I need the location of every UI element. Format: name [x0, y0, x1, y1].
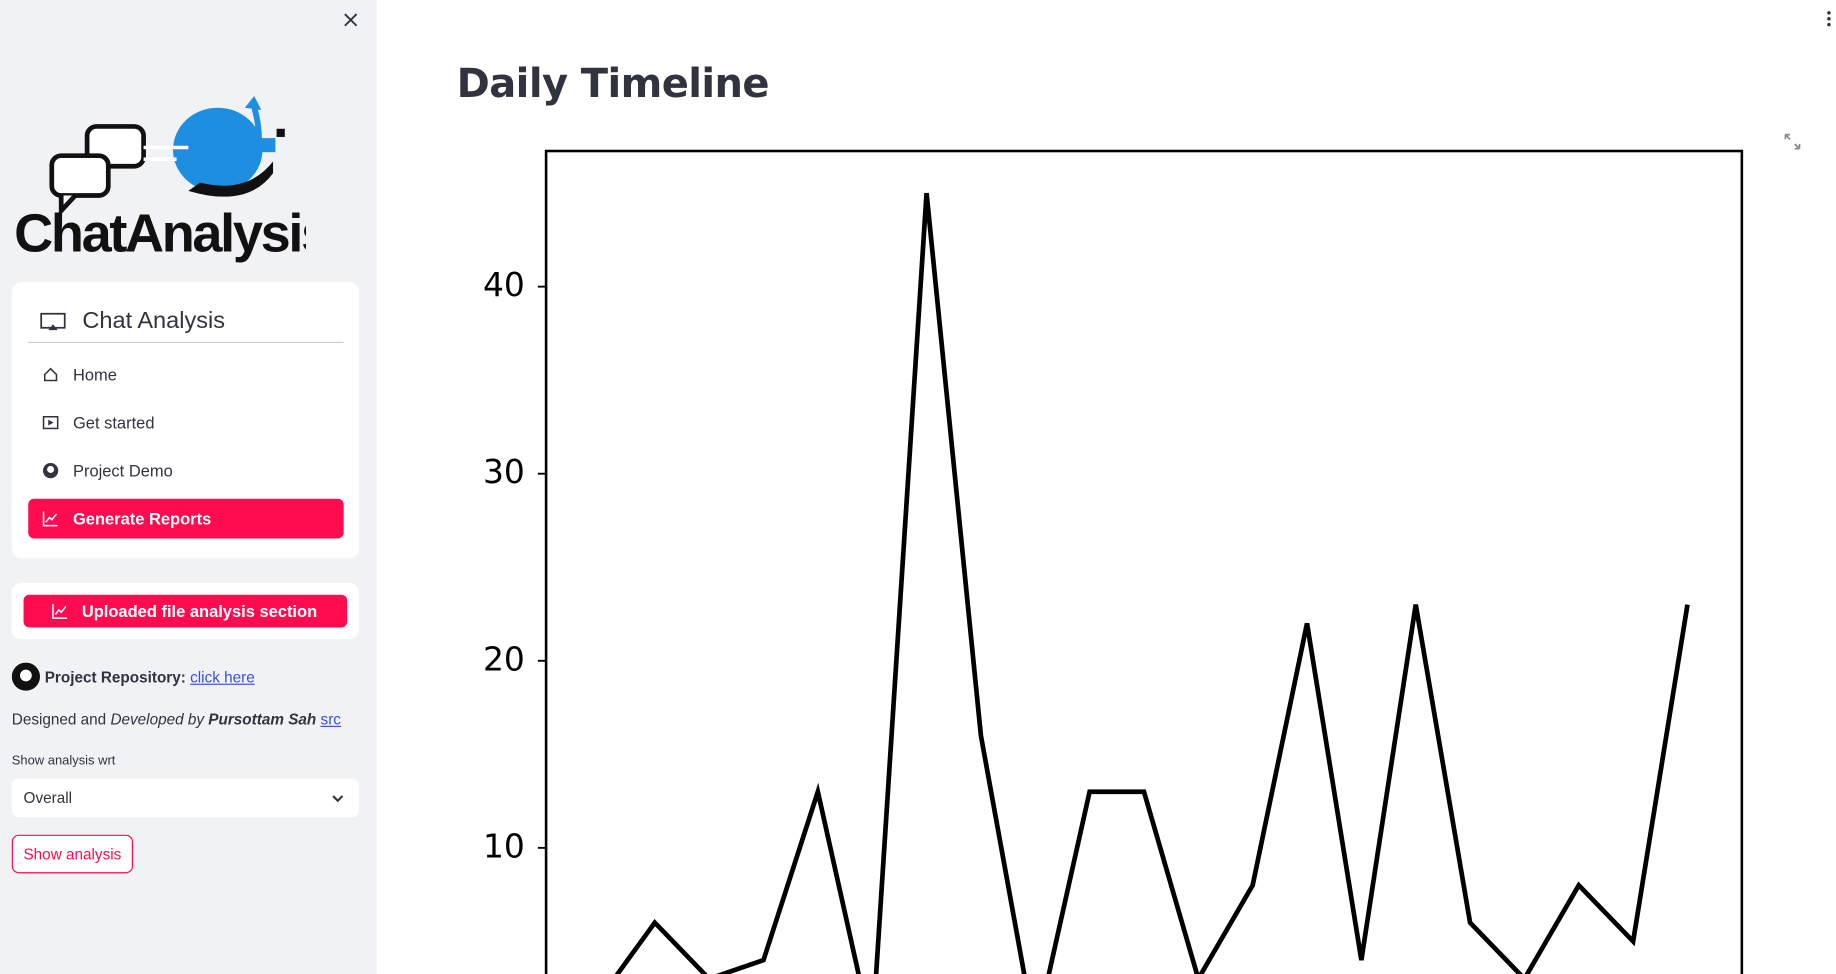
y-tick-label: 20 [483, 639, 525, 678]
fullscreen-button[interactable] [1784, 133, 1801, 150]
chart: 10 20 30 40 [483, 149, 1744, 974]
menu-icon [40, 312, 66, 330]
data-line [614, 192, 1690, 974]
show-analysis-button[interactable]: Show analysis [11, 834, 133, 874]
menu-label: Home [72, 365, 117, 384]
logo: ChatAnalysis [14, 95, 306, 264]
credit-line: Designed and Developed by Pursottam Sah … [12, 711, 341, 729]
menu-label: Get started [72, 413, 155, 432]
upload-card: Uploaded file analysis section [11, 582, 359, 640]
y-tick-label: 10 [483, 826, 525, 865]
menu-item[interactable]: Home [28, 355, 343, 395]
credit-text: Developed by [110, 710, 205, 729]
menu-title: Chat Analysis [82, 307, 225, 334]
nav-menu: Chat Analysis Home Get started Project D… [11, 282, 359, 559]
menu-label: Generate Reports [72, 509, 212, 528]
menu-header: Chat Analysis [28, 301, 344, 344]
menu-dots[interactable] [1824, 11, 1833, 27]
menu-item-active[interactable]: Generate Reports [28, 498, 344, 539]
credit-text: Designed and [11, 710, 107, 729]
button-label: Uploaded file analysis section [81, 601, 318, 621]
repo-link[interactable]: click here [190, 667, 255, 686]
upload-button[interactable]: Uploaded file analysis section [23, 594, 348, 628]
y-tick-label: 40 [483, 265, 525, 304]
menu-item[interactable]: Get started [28, 403, 343, 443]
logo-text: ChatAnalysis [14, 204, 306, 264]
credit-author: Pursottam Sah [208, 710, 317, 729]
credit-link[interactable]: src [320, 710, 341, 729]
select-label: Show analysis wrt [11, 753, 116, 768]
menu-item[interactable]: Project Demo [28, 451, 343, 491]
y-tick-label: 30 [483, 452, 525, 491]
chart-title: Daily Timeline [456, 60, 770, 108]
select-value: Overall [23, 789, 73, 807]
repo-line: Project Repository: click here [11, 662, 255, 691]
menu-label: Project Demo [72, 461, 173, 480]
select-box[interactable]: Overall [11, 778, 359, 818]
sidebar: ChatAnalysis Chat Analysis Home Get star… [0, 0, 377, 974]
plot-frame [544, 149, 1744, 974]
repo-label: Project Repository: [44, 667, 186, 686]
close-button[interactable] [342, 12, 358, 28]
